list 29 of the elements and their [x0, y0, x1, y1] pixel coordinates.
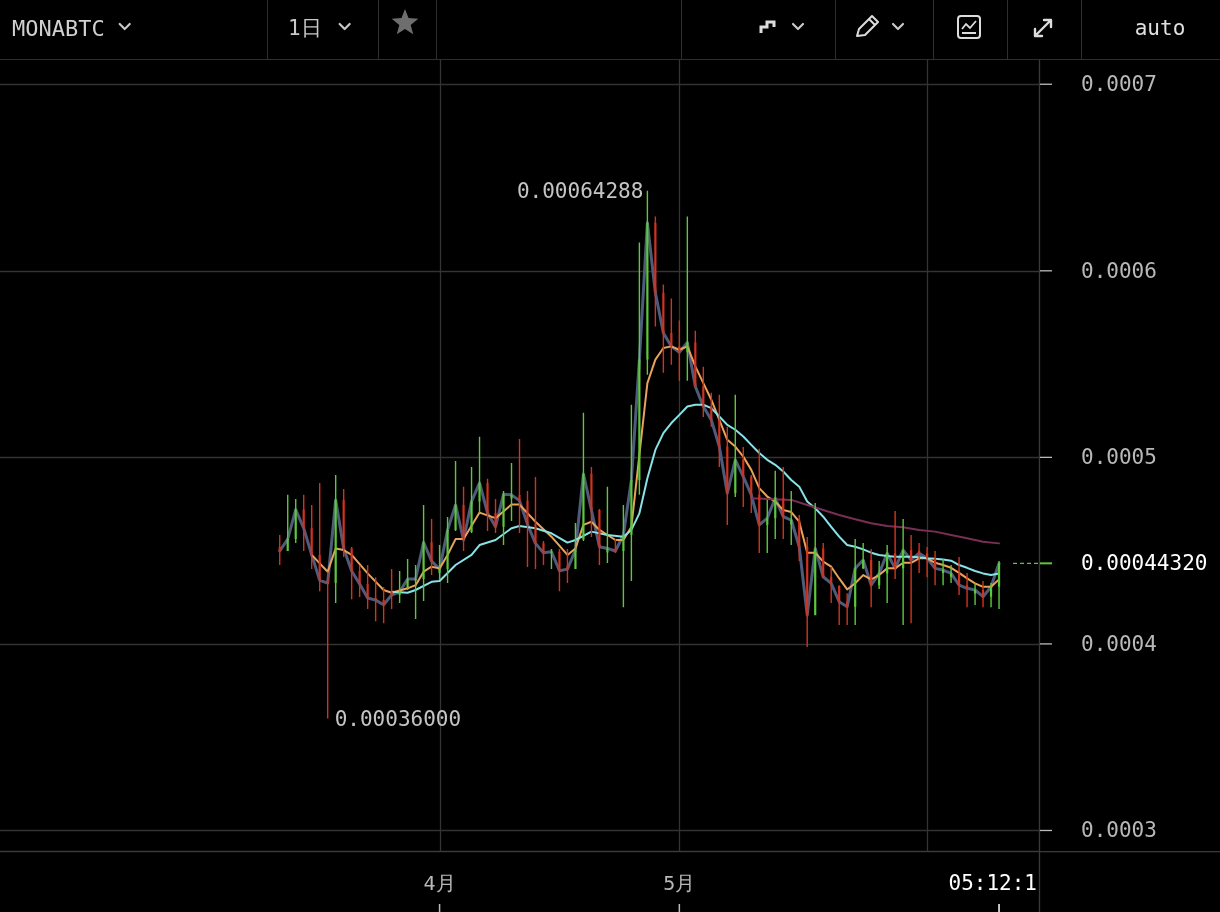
- text: 0.00044320: [1081, 551, 1208, 576]
- candlestick: [957, 556, 961, 596]
- candlestick: [910, 534, 913, 624]
- title: MONABTC: [12, 15, 105, 41]
- candlestick: [846, 593, 849, 626]
- candlestick: [973, 583, 977, 606]
- candlestick: [934, 551, 937, 586]
- x-tick-label: 4月: [423, 871, 456, 895]
- candlestick: [926, 547, 929, 578]
- candlestick: [941, 559, 945, 586]
- candlestick: [981, 581, 985, 608]
- candlestick: [902, 518, 905, 626]
- annotation: 0.00064288: [516, 178, 644, 203]
- candlestick: [965, 573, 969, 608]
- x-tick-label: 5月: [663, 871, 696, 895]
- y-tick-label: 0.0006: [1081, 258, 1157, 283]
- candlestick: [894, 510, 897, 579]
- text: 1日: [288, 16, 322, 40]
- annotation: 0.00036000: [334, 706, 462, 731]
- y-tick-label: 0.0005: [1081, 445, 1157, 470]
- candlestick: [886, 545, 889, 604]
- annotation: 05:12:1: [948, 871, 1037, 895]
- candlestick: [862, 543, 865, 570]
- y-tick-label: 0.0004: [1081, 631, 1157, 656]
- text: auto: [1134, 16, 1186, 40]
- y-tick-label: 0.0007: [1081, 72, 1157, 97]
- candlestick: [949, 565, 953, 584]
- y-tick-label: 0.0003: [1081, 818, 1157, 843]
- candlestick: [918, 543, 921, 574]
